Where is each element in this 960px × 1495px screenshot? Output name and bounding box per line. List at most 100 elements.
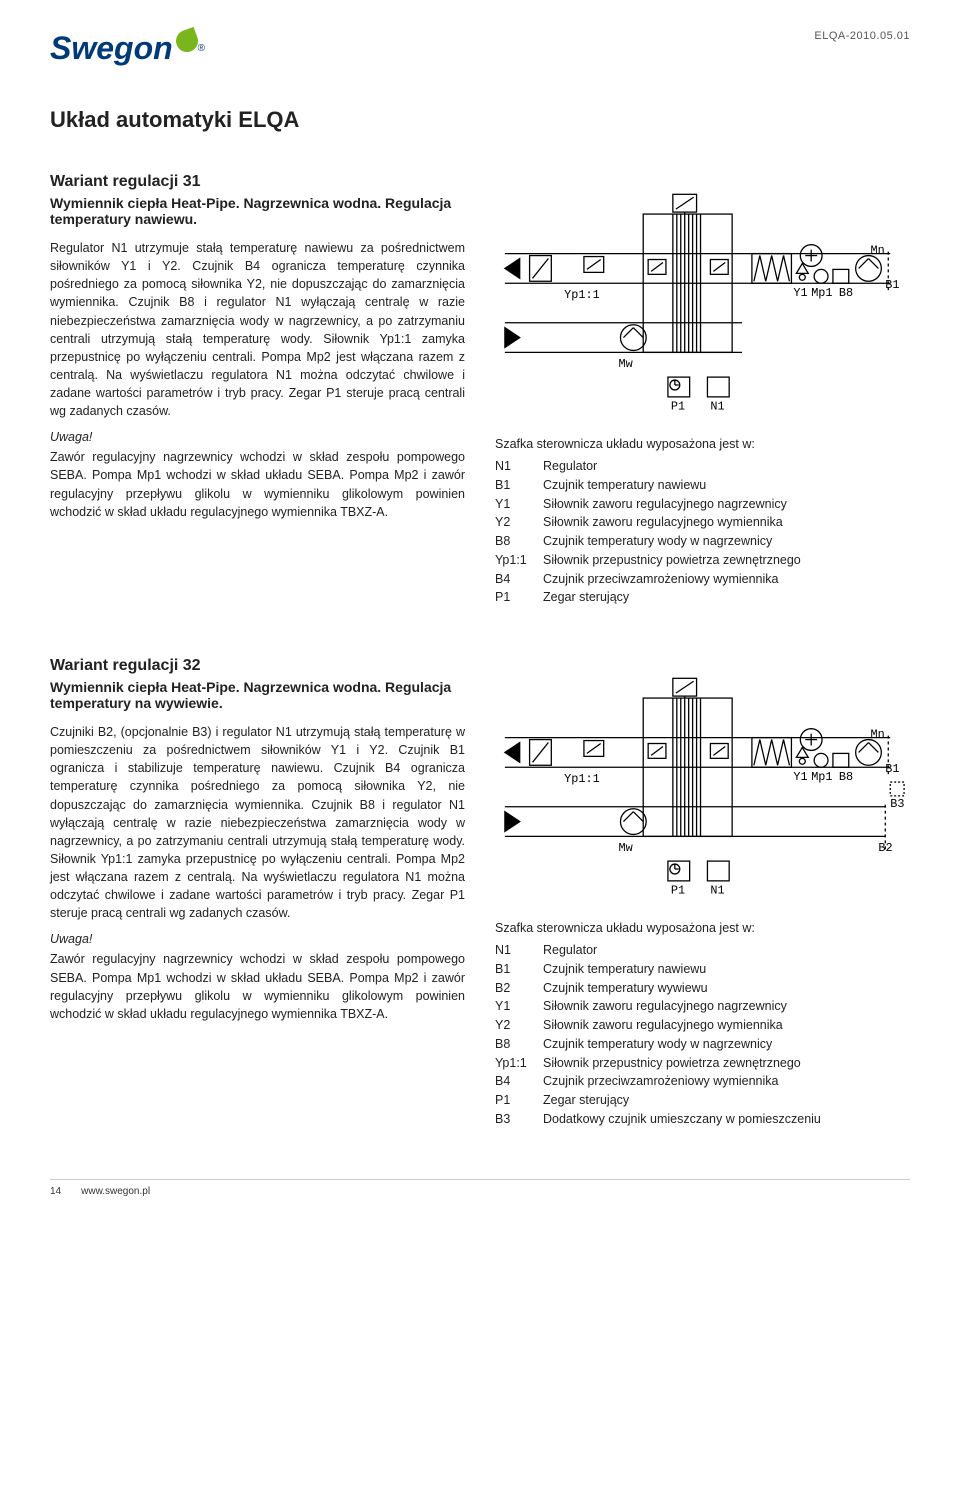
- legend-row: N1Regulator: [495, 941, 910, 960]
- dia-label-mp1: Mp1: [811, 770, 832, 784]
- legend-value: Zegar sterujący: [543, 1091, 910, 1110]
- variant-31-diagram: Yp1:1 Mw P1 N1 Y1 Mp1 B8 Mn B1: [495, 173, 910, 433]
- legend-value: Dodatkowy czujnik umieszczany w pomieszc…: [543, 1110, 910, 1129]
- variant-32-legend-intro: Szafka sterownicza układu wyposażona jes…: [495, 921, 910, 935]
- dia-label-b1: B1: [885, 278, 899, 292]
- variant-31-right-column: Yp1:1 Mw P1 N1 Y1 Mp1 B8 Mn B1 Szafka st…: [495, 173, 910, 607]
- variant-32-title: Wariant regulacji 32: [50, 657, 465, 675]
- legend-key: Y2: [495, 1016, 543, 1035]
- variant-32-subtitle: Wymiennik ciepła Heat-Pipe. Nagrzewnica …: [50, 679, 465, 711]
- variant-32-right-column: Yp1:1 Mw P1 N1 Y1 Mp1 B8 Mn B1 B2 B3 Sza…: [495, 657, 910, 1129]
- legend-key: Y2: [495, 513, 543, 532]
- legend-value: Siłownik przepustnicy powietrza zewnętrz…: [543, 551, 910, 570]
- variant-31: Wariant regulacji 31 Wymiennik ciepła He…: [50, 173, 910, 607]
- legend-value: Siłownik zaworu regulacyjnego nagrzewnic…: [543, 495, 910, 514]
- dia-label-yp11: Yp1:1: [564, 288, 600, 302]
- variant-32-note-body: Zawór regulacyjny nagrzewnicy wchodzi w …: [50, 950, 465, 1023]
- variant-31-body: Regulator N1 utrzymuje stałą temperaturę…: [50, 239, 465, 420]
- variant-32-diagram: Yp1:1 Mw P1 N1 Y1 Mp1 B8 Mn B1 B2 B3: [495, 657, 910, 917]
- leaf-icon: [173, 27, 201, 55]
- legend-value: Siłownik przepustnicy powietrza zewnętrz…: [543, 1054, 910, 1073]
- legend-value: Czujnik temperatury nawiewu: [543, 476, 910, 495]
- legend-row: Y1Siłownik zaworu regulacyjnego nagrzewn…: [495, 495, 910, 514]
- variant-31-subtitle: Wymiennik ciepła Heat-Pipe. Nagrzewnica …: [50, 195, 465, 227]
- legend-row: B1Czujnik temperatury nawiewu: [495, 476, 910, 495]
- dia-label-p1: P1: [671, 884, 685, 898]
- legend-value: Czujnik temperatury wody w nagrzewnicy: [543, 532, 910, 551]
- variant-31-legend: N1RegulatorB1Czujnik temperatury nawiewu…: [495, 457, 910, 607]
- legend-row: Y2Siłownik zaworu regulacyjnego wymienni…: [495, 513, 910, 532]
- page: Swegon ® ELQA-2010.05.01 Układ automatyk…: [0, 0, 960, 1227]
- variant-31-note-label: Uwaga!: [50, 430, 465, 444]
- dia-label-mn: Mn: [870, 728, 884, 742]
- legend-key: B1: [495, 476, 543, 495]
- legend-key: B3: [495, 1110, 543, 1129]
- legend-row: B1Czujnik temperatury nawiewu: [495, 960, 910, 979]
- legend-value: Regulator: [543, 941, 910, 960]
- dia-label-mp1: Mp1: [811, 286, 832, 300]
- legend-key: Yp1:1: [495, 1054, 543, 1073]
- legend-value: Czujnik przeciwzamrożeniowy wymiennika: [543, 570, 910, 589]
- page-footer: 14 www.swegon.pl: [50, 1179, 910, 1197]
- legend-row: Y1Siłownik zaworu regulacyjnego nagrzewn…: [495, 997, 910, 1016]
- brand-logo: Swegon ®: [50, 30, 205, 67]
- legend-value: Regulator: [543, 457, 910, 476]
- legend-row: B8Czujnik temperatury wody w nagrzewnicy: [495, 1035, 910, 1054]
- dia-label-mw: Mw: [619, 357, 633, 371]
- legend-value: Zegar sterujący: [543, 588, 910, 607]
- legend-key: B2: [495, 979, 543, 998]
- legend-key: Y1: [495, 495, 543, 514]
- legend-row: Yp1:1Siłownik przepustnicy powietrza zew…: [495, 1054, 910, 1073]
- footer-page-number: 14: [50, 1186, 61, 1197]
- dia-label-mw: Mw: [619, 841, 633, 855]
- logo-registered: ®: [198, 43, 205, 54]
- document-code: ELQA-2010.05.01: [814, 30, 910, 42]
- variant-32-legend: N1RegulatorB1Czujnik temperatury nawiewu…: [495, 941, 910, 1129]
- dia-label-b2: B2: [878, 841, 892, 855]
- variant-32: Wariant regulacji 32 Wymiennik ciepła He…: [50, 657, 910, 1129]
- legend-row: P1Zegar sterujący: [495, 1091, 910, 1110]
- variant-32-note-label: Uwaga!: [50, 932, 465, 946]
- legend-key: B8: [495, 1035, 543, 1054]
- legend-value: Siłownik zaworu regulacyjnego wymiennika: [543, 1016, 910, 1035]
- page-header: Swegon ® ELQA-2010.05.01: [50, 30, 910, 67]
- legend-value: Czujnik przeciwzamrożeniowy wymiennika: [543, 1072, 910, 1091]
- variant-31-text-column: Wariant regulacji 31 Wymiennik ciepła He…: [50, 173, 465, 607]
- legend-value: Czujnik temperatury nawiewu: [543, 960, 910, 979]
- logo-text: Swegon: [50, 30, 173, 67]
- dia-label-mn: Mn: [870, 244, 884, 258]
- legend-key: B4: [495, 1072, 543, 1091]
- variant-31-note-body: Zawór regulacyjny nagrzewnicy wchodzi w …: [50, 448, 465, 521]
- legend-key: P1: [495, 1091, 543, 1110]
- legend-row: N1Regulator: [495, 457, 910, 476]
- legend-value: Czujnik temperatury wody w nagrzewnicy: [543, 1035, 910, 1054]
- dia-label-n1: N1: [710, 400, 724, 414]
- legend-row: B4Czujnik przeciwzamrożeniowy wymiennika: [495, 570, 910, 589]
- legend-row: Yp1:1Siłownik przepustnicy powietrza zew…: [495, 551, 910, 570]
- footer-url: www.swegon.pl: [81, 1186, 150, 1197]
- legend-row: Y2Siłownik zaworu regulacyjnego wymienni…: [495, 1016, 910, 1035]
- dia-label-b1: B1: [885, 762, 899, 776]
- legend-key: Y1: [495, 997, 543, 1016]
- dia-label-y1: Y1: [793, 770, 807, 784]
- variant-32-text-column: Wariant regulacji 32 Wymiennik ciepła He…: [50, 657, 465, 1129]
- dia-label-b8: B8: [839, 286, 853, 300]
- legend-row: B2Czujnik temperatury wywiewu: [495, 979, 910, 998]
- legend-key: B8: [495, 532, 543, 551]
- legend-row: P1Zegar sterujący: [495, 588, 910, 607]
- legend-row: B3Dodatkowy czujnik umieszczany w pomies…: [495, 1110, 910, 1129]
- legend-key: B4: [495, 570, 543, 589]
- legend-key: N1: [495, 457, 543, 476]
- legend-key: B1: [495, 960, 543, 979]
- legend-row: B4Czujnik przeciwzamrożeniowy wymiennika: [495, 1072, 910, 1091]
- legend-value: Siłownik zaworu regulacyjnego wymiennika: [543, 513, 910, 532]
- variant-31-title: Wariant regulacji 31: [50, 173, 465, 191]
- dia-label-n1: N1: [710, 884, 724, 898]
- legend-row: B8Czujnik temperatury wody w nagrzewnicy: [495, 532, 910, 551]
- dia-label-p1: P1: [671, 400, 685, 414]
- dia-label-b3: B3: [890, 797, 904, 811]
- legend-key: N1: [495, 941, 543, 960]
- legend-value: Siłownik zaworu regulacyjnego nagrzewnic…: [543, 997, 910, 1016]
- dia-label-y1: Y1: [793, 286, 807, 300]
- legend-value: Czujnik temperatury wywiewu: [543, 979, 910, 998]
